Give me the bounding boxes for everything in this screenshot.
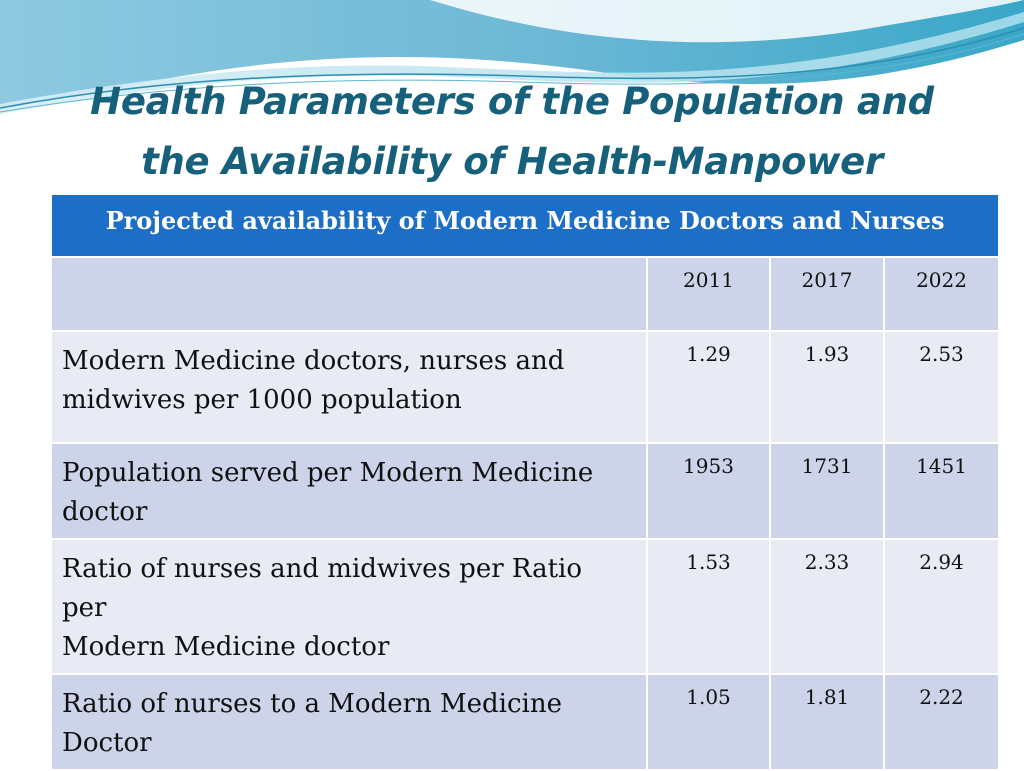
year-header: 2022 — [884, 257, 999, 332]
table-header-row: 2011 2017 2022 — [52, 257, 999, 332]
row-value: 1.81 — [770, 674, 885, 771]
table-caption-row: Projected availability of Modern Medicin… — [52, 195, 999, 258]
row-value: 1.93 — [770, 331, 885, 444]
header-empty-cell — [52, 257, 648, 332]
row-value: 1.29 — [647, 331, 771, 444]
row-label: Modern Medicine doctors, nurses and midw… — [52, 331, 648, 444]
row-value: 1731 — [770, 443, 885, 540]
table-row: Modern Medicine doctors, nurses and midw… — [52, 331, 999, 444]
row-value: 2.94 — [884, 539, 999, 675]
year-header: 2011 — [647, 257, 771, 332]
availability-table: Projected availability of Modern Medicin… — [52, 195, 999, 771]
row-value: 2.33 — [770, 539, 885, 675]
row-value: 1451 — [884, 443, 999, 540]
title-line-1: Health Parameters of the Population and — [90, 80, 934, 123]
row-label: Ratio of nurses to a Modern Medicine Doc… — [52, 674, 648, 771]
table-row: Ratio of nurses and midwives per Ratio p… — [52, 539, 999, 675]
row-label: Ratio of nurses and midwives per Ratio p… — [52, 539, 648, 675]
page-title: Health Parameters of the Population and … — [0, 72, 1024, 192]
year-header: 2017 — [770, 257, 885, 332]
row-value: 2.22 — [884, 674, 999, 771]
title-line-2: the Availability of Health-Manpower — [141, 140, 883, 183]
table-caption: Projected availability of Modern Medicin… — [52, 195, 999, 258]
table-row: Population served per Modern Medicine do… — [52, 443, 999, 540]
row-label: Population served per Modern Medicine do… — [52, 443, 648, 540]
row-value: 1953 — [647, 443, 771, 540]
header-wave-decoration — [0, 0, 1024, 114]
table-row: Ratio of nurses to a Modern Medicine Doc… — [52, 674, 999, 771]
row-value: 1.05 — [647, 674, 771, 771]
row-value: 2.53 — [884, 331, 999, 444]
row-value: 1.53 — [647, 539, 771, 675]
